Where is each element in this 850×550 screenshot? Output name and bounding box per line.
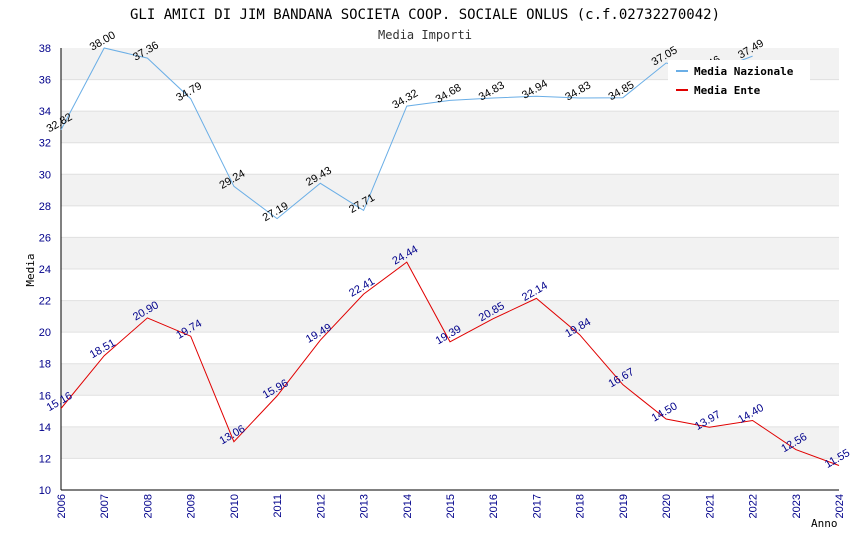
y-tick-label: 24: [39, 264, 51, 276]
x-tick-label: 2024: [834, 494, 846, 518]
x-axis-label: Anno: [811, 517, 838, 530]
y-tick-label: 10: [39, 485, 51, 497]
grid-band: [61, 363, 839, 396]
grid-band: [61, 395, 839, 427]
y-tick-label: 22: [39, 296, 51, 308]
x-tick-label: 2014: [402, 494, 414, 518]
y-tick-label: 16: [39, 390, 51, 402]
chart-subtitle: Media Importi: [378, 28, 472, 42]
y-tick-label: 12: [39, 453, 51, 465]
x-tick-label: 2017: [531, 494, 543, 518]
grid-band: [61, 300, 839, 333]
grid-band: [61, 269, 839, 301]
x-tick-label: 2009: [186, 494, 198, 518]
x-tick-label: 2023: [791, 494, 803, 518]
x-tick-label: 2011: [272, 494, 284, 518]
axes: [60, 48, 839, 491]
legend-box: [668, 60, 810, 104]
y-tick-label: 30: [39, 169, 51, 181]
x-tick-label: 2018: [575, 494, 587, 518]
grid-band: [61, 111, 839, 143]
grid-band: [61, 458, 839, 490]
x-tick-label: 2008: [142, 494, 154, 518]
y-tick-label: 20: [39, 327, 51, 339]
series-line: [60, 47, 753, 220]
y-tick-label: 34: [39, 106, 51, 118]
x-tick-label: 2020: [661, 494, 673, 518]
legend-label: Media Ente: [694, 84, 761, 97]
y-tick-label: 26: [39, 232, 51, 244]
grid-band: [61, 426, 839, 459]
grid-band: [61, 205, 839, 238]
legend-label: Media Nazionale: [694, 65, 794, 78]
series-lines: [60, 47, 840, 466]
chart-title: GLI AMICI DI JIM BANDANA SOCIETA COOP. S…: [130, 7, 720, 23]
x-tick-label: 2021: [704, 494, 716, 518]
grid-band: [61, 174, 839, 206]
y-tick-labels: 10 12 14 16 18 20 22 24 26 28 30 32 34 36 38: [39, 43, 51, 497]
grid-band: [61, 142, 839, 175]
x-tick-label: 2019: [618, 494, 630, 518]
y-axis-label: Media: [24, 253, 37, 286]
x-tick-label: 2007: [99, 494, 111, 518]
x-tick-label: 2015: [445, 494, 457, 518]
x-tick-label: 2010: [229, 494, 241, 518]
x-tick-label: 2012: [315, 494, 327, 518]
y-tick-label: 32: [39, 138, 51, 150]
x-tick-label: 2013: [359, 494, 371, 518]
x-tick-label: 2022: [748, 494, 760, 518]
series-line: [60, 261, 840, 466]
y-tick-label: 14: [39, 422, 51, 434]
grid-bands: [61, 48, 839, 491]
x-tick-labels: 2006 2007 2008 2009 2010 2011 2012 2013 2014 2015…: [56, 494, 846, 518]
x-tick-label: 2006: [56, 494, 68, 518]
y-tick-label: 18: [39, 359, 51, 371]
x-tick-label: 2016: [488, 494, 500, 518]
grid-band: [61, 237, 839, 269]
y-tick-label: 28: [39, 201, 51, 213]
y-tick-label: 38: [39, 43, 51, 55]
y-tick-label: 36: [39, 75, 51, 87]
legend: Media Nazionale Media Ente: [668, 60, 810, 104]
